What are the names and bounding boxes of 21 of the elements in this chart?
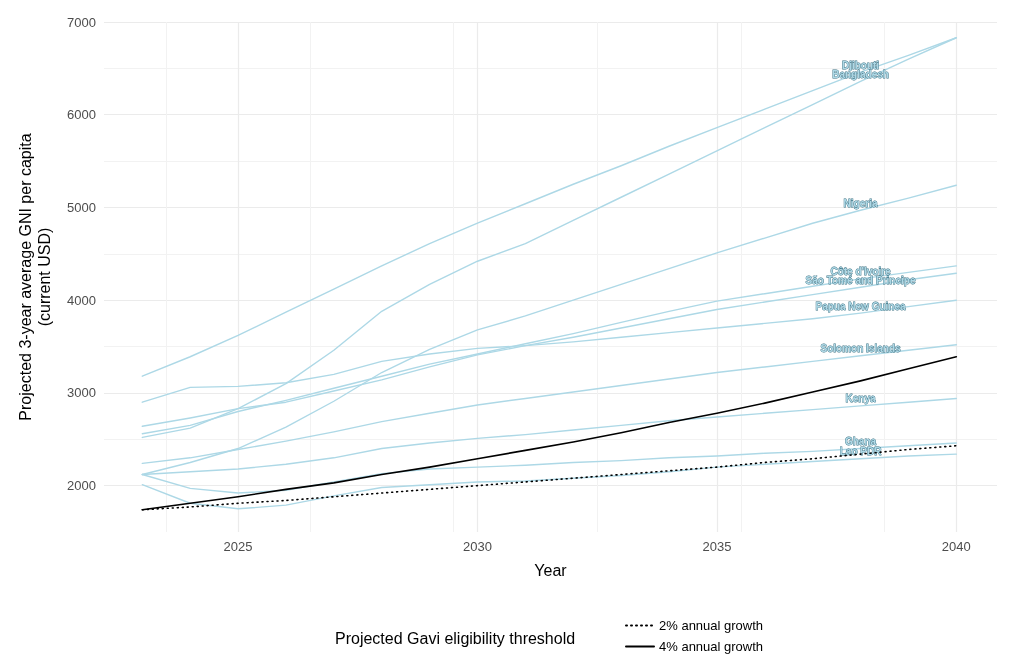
series-label: Djibouti [841, 59, 880, 71]
y-tick-label: 7000 [67, 14, 96, 30]
y-tick-label: 2000 [67, 478, 96, 494]
y-tick-label: 5000 [67, 199, 96, 215]
legend-label: 2% annual growth [659, 618, 764, 633]
x-tick-label: 2025 [223, 539, 253, 554]
series-label: Solomon Islands [820, 343, 901, 355]
x-tick-label: 2040 [941, 539, 971, 554]
x-tick-label: 2035 [702, 539, 732, 554]
legend-title: Projected Gavi eligibility threshold [335, 629, 576, 647]
series-label: Côte d'Ivoire [830, 266, 892, 278]
y-tick-label: 4000 [67, 292, 96, 308]
series-label: Papua New Guinea [815, 300, 906, 312]
x-axis-title: Year [534, 561, 568, 579]
x-tick-label: 2030 [463, 539, 492, 554]
series-label: Kenya [845, 393, 876, 405]
y-axis-title: Projected 3-year average GNI per capita (current USD) [17, 133, 53, 421]
y-tick-label: 6000 [67, 107, 96, 123]
series-label: Nigeria [843, 197, 878, 209]
legend-label: 4% annual growth [659, 639, 764, 654]
y-tick-label: 3000 [67, 385, 96, 401]
